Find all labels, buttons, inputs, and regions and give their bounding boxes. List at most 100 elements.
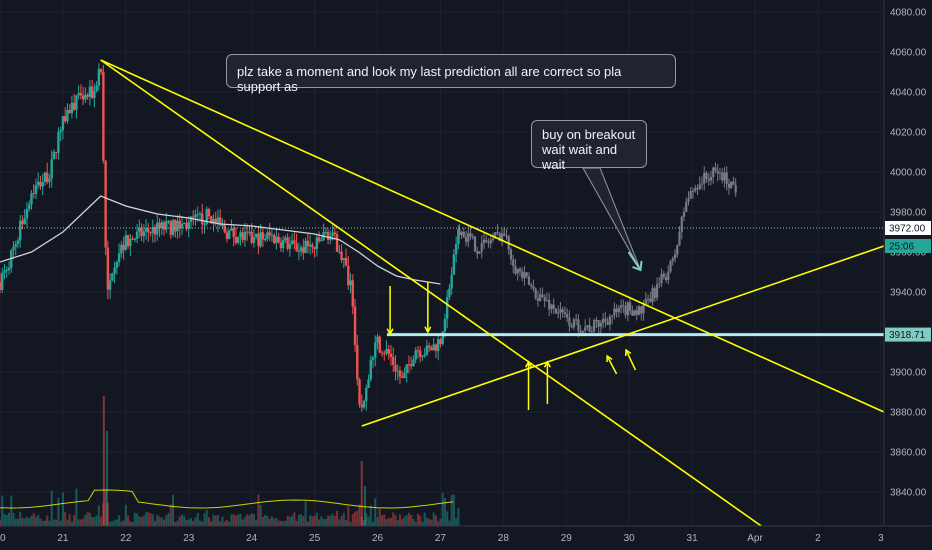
volume-bar	[372, 521, 375, 526]
projected-body	[500, 233, 504, 242]
projected-body	[637, 306, 641, 315]
candle-body	[122, 244, 125, 250]
volume-bar	[167, 512, 170, 526]
projected-body	[611, 315, 614, 317]
volume-bar	[228, 521, 231, 526]
projected-body	[476, 251, 479, 254]
candle-body	[34, 185, 38, 194]
projected-body	[604, 318, 607, 322]
candle-body	[252, 236, 256, 243]
candle-body	[72, 102, 76, 110]
projected-body	[478, 251, 481, 254]
candle-body	[268, 232, 271, 236]
candle-body	[12, 246, 15, 251]
volume-bar	[160, 517, 163, 526]
projected-body	[462, 231, 465, 238]
candle-body	[387, 349, 390, 354]
candle-body	[427, 345, 431, 348]
volume-bar	[396, 520, 399, 526]
candle-body	[230, 228, 233, 231]
volume-bar	[77, 519, 80, 526]
projected-body	[586, 325, 589, 328]
volume-bar	[306, 521, 309, 526]
projected-body	[552, 304, 555, 309]
volume-bar	[158, 516, 161, 526]
candle-body	[144, 228, 148, 232]
volume-bar	[97, 505, 100, 526]
candle-body	[369, 359, 372, 380]
volume-bar	[172, 495, 175, 526]
projected-body	[543, 296, 546, 302]
candle-body	[405, 364, 408, 373]
projected-body	[633, 310, 636, 316]
candle-body	[88, 86, 92, 97]
candle-body	[86, 94, 89, 97]
projected-body	[599, 323, 602, 327]
candle-body	[383, 353, 386, 355]
candle-body	[1, 272, 4, 290]
volume-bar	[100, 516, 103, 526]
projected-body	[561, 309, 564, 313]
candle-body	[277, 236, 280, 243]
candle-body	[333, 232, 337, 235]
projected-body	[518, 268, 522, 272]
projected-body	[730, 181, 733, 188]
volume-bar	[95, 515, 98, 526]
candle-body	[192, 216, 195, 218]
time-axis-bg	[0, 526, 932, 550]
volume-bar	[234, 515, 237, 526]
projected-body	[550, 304, 553, 310]
candle-body	[398, 370, 402, 377]
projected-body	[496, 232, 499, 234]
projected-body	[716, 170, 719, 174]
volume-bar	[82, 518, 85, 526]
time-axis: 202122232425262728293031Apr23	[0, 525, 932, 550]
volume-bar	[57, 497, 60, 526]
price-tag	[885, 239, 931, 253]
volume-bar	[291, 515, 294, 526]
volume-bar	[194, 517, 197, 526]
candle-body	[430, 347, 433, 351]
candle-body	[93, 91, 96, 98]
volume-bar	[252, 514, 255, 526]
volume-bar	[421, 521, 424, 526]
projected-body	[714, 167, 717, 171]
candle-body	[68, 109, 71, 114]
time-tick-label: 23	[183, 533, 195, 544]
volume-bar	[432, 512, 435, 526]
time-tick-label: 20	[0, 533, 6, 544]
candle-body	[234, 237, 238, 243]
volume-bar	[369, 505, 372, 526]
candle-body	[54, 151, 58, 153]
arrow	[386, 286, 394, 336]
time-tick-label: 29	[561, 533, 573, 544]
volume-bar	[331, 513, 334, 526]
projected-body	[584, 327, 587, 331]
projected-body	[568, 317, 571, 326]
candle-body	[131, 238, 134, 240]
candle-body	[140, 227, 143, 237]
time-tick-label: 22	[120, 533, 132, 544]
candle-body	[293, 240, 296, 244]
projected-body	[467, 233, 470, 242]
volume-bar	[16, 519, 19, 526]
projected-body	[662, 273, 665, 278]
projected-body	[581, 330, 584, 333]
candle-body	[0, 282, 2, 290]
projected-body	[471, 236, 474, 238]
candle-body	[259, 232, 262, 247]
projected-body	[640, 306, 643, 314]
candle-body	[147, 228, 150, 233]
candle-body	[25, 208, 29, 219]
projected-body	[664, 277, 668, 280]
time-tick-label: 27	[435, 533, 447, 544]
candle-body	[228, 230, 231, 239]
projected-body	[619, 305, 623, 308]
candle-body	[203, 224, 206, 226]
projected-body	[734, 184, 737, 193]
volume-bar	[259, 504, 262, 526]
overlays	[0, 59, 885, 527]
volume-bar	[84, 514, 87, 526]
candle-body	[135, 231, 139, 239]
